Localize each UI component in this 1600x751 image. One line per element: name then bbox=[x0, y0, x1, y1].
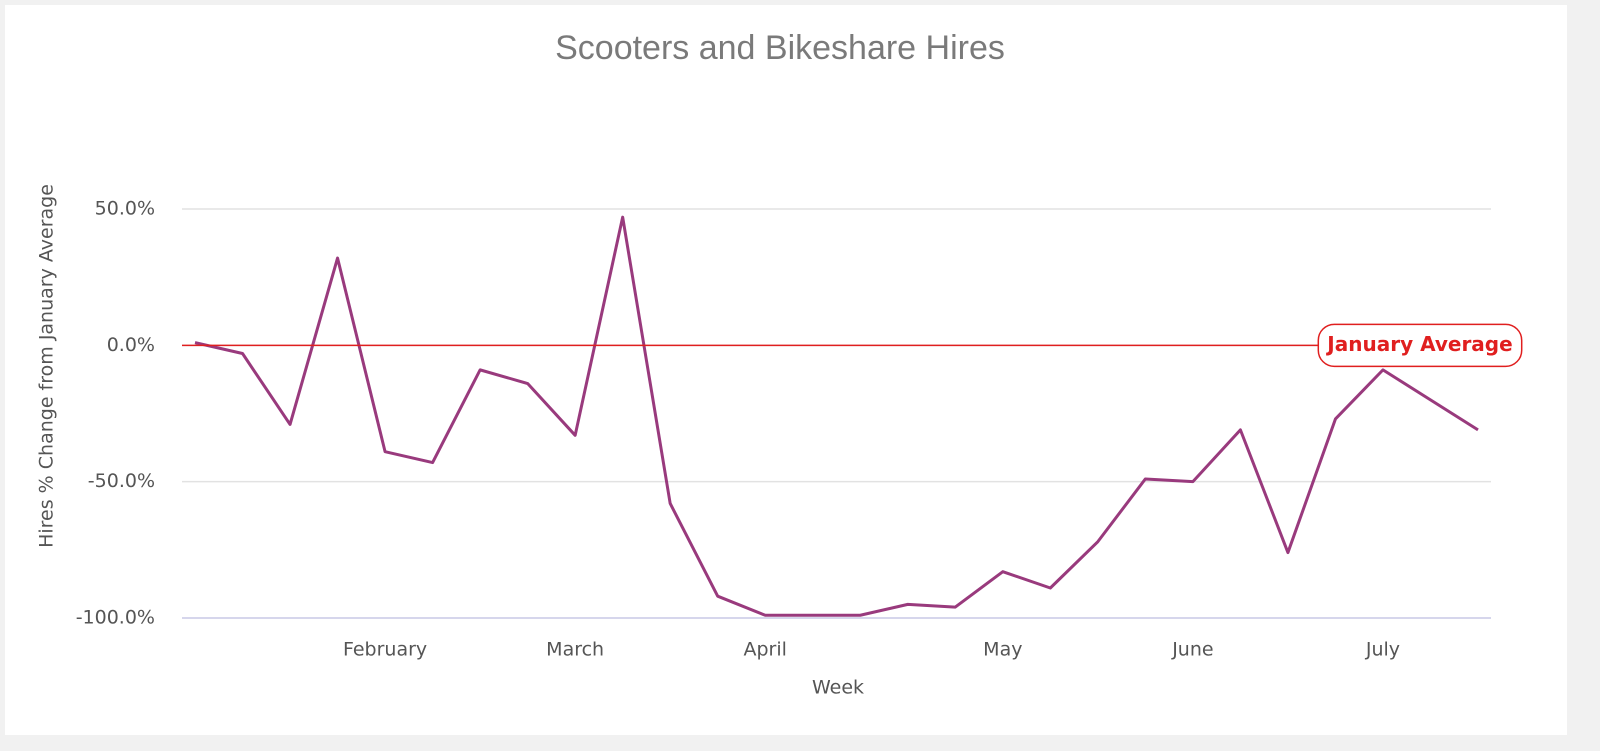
x-tick-label: June bbox=[1171, 639, 1213, 661]
chart-title: Scooters and Bikeshare Hires bbox=[555, 29, 1005, 67]
card bbox=[5, 5, 1567, 735]
plot: January Average bbox=[182, 215, 1523, 617]
y-axis-label: Hires % Change from January Average bbox=[36, 184, 58, 548]
y-tick-label: -50.0% bbox=[88, 470, 155, 492]
reference-label-box bbox=[1317, 323, 1523, 368]
x-tick-label: April bbox=[744, 639, 787, 661]
x-axis-label: Week bbox=[812, 677, 864, 699]
x-tick-label: July bbox=[1365, 639, 1400, 661]
x-tick-label: May bbox=[983, 639, 1022, 661]
y-tick-label: 50.0% bbox=[95, 198, 155, 220]
data-line bbox=[194, 215, 1479, 617]
reference-label: January Average bbox=[1325, 332, 1512, 356]
x-tick-label: February bbox=[343, 639, 427, 661]
y-tick-label: 0.0% bbox=[107, 334, 155, 356]
y-tick-label: -100.0% bbox=[76, 607, 155, 629]
x-tick-label: March bbox=[546, 639, 604, 661]
